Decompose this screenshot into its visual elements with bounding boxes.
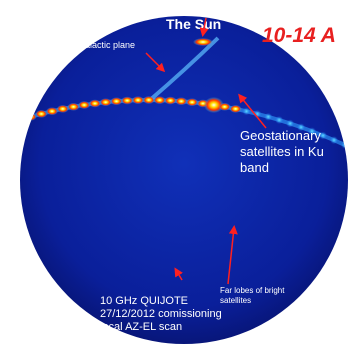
satellite-blob [25, 113, 37, 121]
sun-label: The Sun [166, 16, 221, 32]
satellite-blob [341, 141, 349, 149]
geo-label: satellites in Ku [240, 144, 324, 159]
satellite-blob [230, 105, 242, 113]
satellite-blob [330, 136, 338, 144]
satellite-blob [175, 97, 187, 105]
satellite-blob [186, 98, 198, 106]
slide-title: 10-14 A [262, 24, 336, 47]
satellite-blob [286, 119, 294, 127]
scan-info: 27/12/2012 comissioning [100, 308, 222, 320]
galactic-label: Galactic plane [78, 40, 135, 50]
far-lobes-label: Far lobes of bright [220, 286, 285, 295]
satellite-blob [143, 96, 155, 104]
satellite-blob [78, 101, 90, 109]
geo-label: band [240, 160, 269, 175]
satellite-blob [164, 97, 176, 105]
satellite-blob [154, 96, 166, 104]
scan-info: 10 GHz QUIJOTE [100, 295, 188, 307]
satellite-blob [132, 96, 144, 104]
sun [193, 38, 213, 46]
satellite-blob [100, 98, 112, 106]
satellite-blob [14, 116, 26, 124]
satellite-blob [46, 107, 58, 115]
geo-label: Geostationary [240, 128, 321, 143]
page: {"title": "10-14 A", "sun_label": "The S… [0, 0, 352, 345]
slide: The Sun Galactic plane 10-14 A Geostatio… [0, 0, 352, 345]
scan-info: local AZ-EL scan [100, 321, 182, 333]
far-lobes-label: satellites [220, 296, 251, 305]
satellite-blob [121, 97, 133, 105]
satellite-blob [264, 113, 272, 121]
satellite-blob [89, 99, 101, 107]
satellite-blob [35, 110, 47, 118]
satellite-blob [219, 103, 231, 111]
satellite-blob [57, 105, 69, 113]
satellite-blob [275, 116, 283, 124]
satellite-blob [110, 97, 122, 105]
satellite-blob [67, 103, 79, 111]
